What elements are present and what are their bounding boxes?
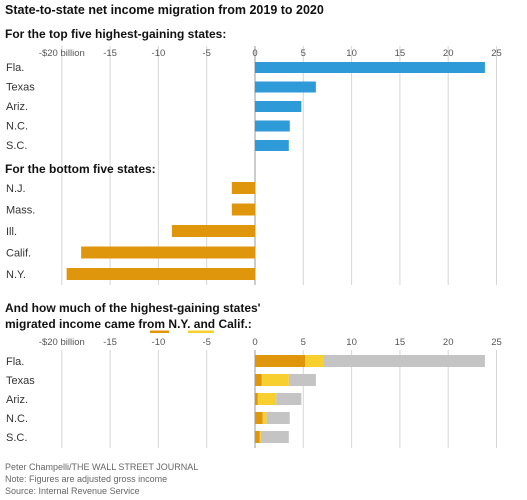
panel-3-bar-calif [262,412,267,424]
panel-2-bars: N.J. Mass. Ill. Calif. N.Y. [6,182,256,281]
panel-3-bar-other [266,412,290,424]
panel-1-tick-label: 20 [443,48,454,59]
panel-3-bar-ny [255,431,260,443]
panel-1-bar [255,101,302,112]
panel-3-bar-ny [255,393,258,405]
panel-1-category-label: Texas [6,82,35,94]
panel-1-tick-label: -10 [152,48,166,59]
panel-1-tick-label: -15 [103,48,117,59]
credit-line: Peter Champelli/THE WALL STREET JOURNAL [5,462,198,472]
panel-1-bar [255,120,290,132]
panel-3-tick-label: 25 [491,337,502,348]
panel-3-bar-other [288,374,316,386]
panel-3-bar-other [276,393,302,405]
panel-1-bar [255,81,316,93]
panel-2-bar [171,225,255,237]
panel-1-category-label: N.C. [6,121,28,133]
panel-3-category-label: Texas [6,375,35,387]
panel-1-bar [255,140,289,151]
panel-3-bar-ny [255,374,262,386]
panel-3-category-label: Ariz. [6,394,28,406]
panel-3-category-label: N.C. [6,413,28,425]
panel-2-bar [231,203,255,216]
panel-3-bar-calif [259,431,261,443]
panel-2-category-label: N.J. [6,183,26,195]
panel-2-bar [81,246,256,259]
panel-1-tick-label: 15 [395,48,406,59]
panel-1-tick-label: -5 [202,48,210,59]
panel-3-tick-label: 0 [252,337,257,348]
calif-legend-underline [188,330,214,333]
panel-3-tick-label: 5 [301,337,306,348]
panel-3-bar-calif [257,393,277,405]
panel-3-category-label: Fla. [6,356,24,368]
panel-3-bar-ny [255,412,263,424]
panel-3-bar-calif [305,355,324,367]
panel-3-tick-label: -$20 billion [39,337,85,348]
panel-3-bars: Fla. Texas Ariz. N.C. S.C. [6,355,485,444]
panel-1-tick-label: 5 [301,48,306,59]
panel-3-tick-label: -10 [152,337,166,348]
panel-3-subtitle: And how much of the highest-gaining stat… [5,301,261,333]
panel-3-bar-ny [255,355,306,367]
panel-1-tick-label: 25 [491,48,502,59]
panel-1-tick-label: 10 [346,48,357,59]
panel-3-category-label: S.C. [6,432,27,444]
panel-3-tick-label: 20 [443,337,454,348]
panel-3-tick-label: -15 [103,337,117,348]
panel-2-subtitle: For the bottom five states: [5,162,156,176]
panel-3-tick-label: 15 [395,337,406,348]
panel-3-tick-label: -5 [202,337,210,348]
panel-3-bar-other [323,355,485,367]
panel-3-bar-calif [261,374,289,386]
panel-2-category-label: Mass. [6,205,35,217]
panel-3-subtitle-line-2: migrated income came from N.Y. and Calif… [5,317,252,331]
panel-1-tick-label: 0 [252,48,257,59]
panel-1-tick-label: -$20 billion [39,48,85,59]
ny-legend-underline [150,330,169,333]
panel-1-bars: Fla. Texas Ariz. N.C. S.C. [6,62,485,152]
panel-2-bar [231,182,255,194]
panel-1-category-label: S.C. [6,140,27,152]
panel-3-tick-label: 10 [346,337,357,348]
panel-1-category-label: Fla. [6,62,24,74]
panel-1-bar [255,62,485,73]
panel-1-subtitle: For the top five highest-gaining states: [5,27,226,41]
source-line: Source: Internal Revenue Service [5,486,140,496]
note-line: Note: Figures are adjusted gross income [5,474,167,484]
panel-1-category-label: Ariz. [6,101,28,113]
panel-2-category-label: Ill. [6,226,17,238]
panel-3-subtitle-line-1: And how much of the highest-gaining stat… [5,301,261,315]
panel-2-category-label: Calif. [6,248,31,260]
panel-2-category-label: N.Y. [6,269,26,281]
chart-title: State-to-state net income migration from… [5,3,324,17]
panel-3-bar-other [260,431,289,443]
panel-2-bar [66,268,255,280]
